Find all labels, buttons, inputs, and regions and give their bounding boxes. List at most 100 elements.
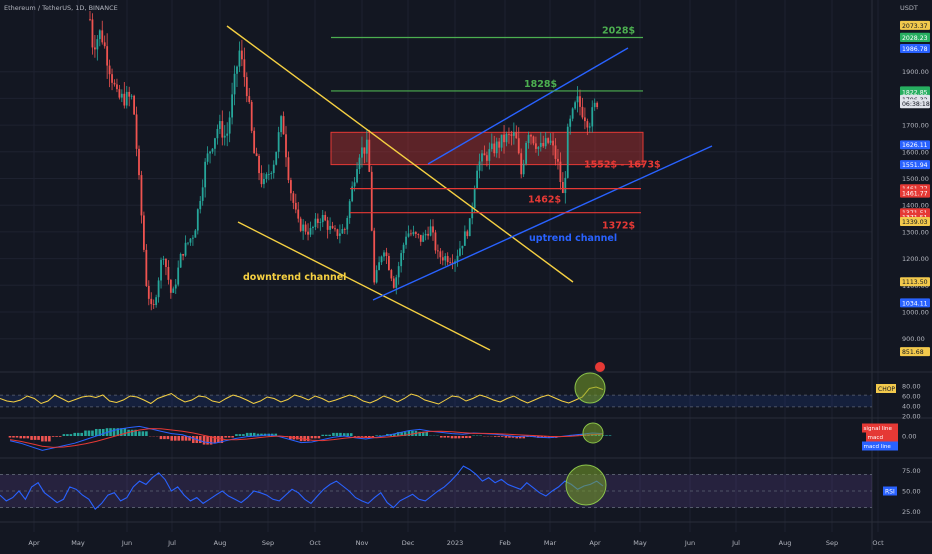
candle-body <box>363 147 366 154</box>
candle-body <box>108 65 111 75</box>
time-tick-label: Apr <box>28 539 40 547</box>
time-tick-label: Apr <box>589 539 601 547</box>
price-badge <box>900 216 930 226</box>
candle-body <box>419 234 422 242</box>
candle-body <box>172 288 175 293</box>
candle-body <box>106 46 109 66</box>
candle-body <box>209 151 211 154</box>
chop-line <box>0 386 604 405</box>
candle-body <box>486 155 488 161</box>
candle-body <box>358 157 361 170</box>
macd-badge-text: signal line <box>864 426 893 432</box>
candle-body <box>199 200 202 210</box>
candle-body <box>290 180 292 194</box>
candle-body <box>147 285 150 299</box>
candle-body <box>490 143 493 150</box>
candle-body <box>410 233 412 235</box>
price-badge-text: 1034.11 <box>902 300 928 307</box>
candle-body <box>270 172 273 175</box>
candle-body <box>138 148 140 176</box>
candle-body <box>258 155 260 174</box>
candle-body <box>192 237 194 239</box>
rsi-highlight <box>565 464 607 506</box>
candle-body <box>243 59 246 78</box>
candle-body <box>96 39 99 50</box>
candle-body <box>512 132 515 136</box>
price-badge-text: 1626.11 <box>902 142 928 149</box>
candle-body <box>569 118 572 127</box>
candle-body <box>429 226 432 236</box>
candle-body <box>505 134 508 143</box>
candle-body <box>329 225 331 230</box>
price-tick-label: 1000.00 <box>902 309 929 317</box>
level-2028-label: 2028$ <box>602 26 635 37</box>
candle-body <box>187 242 189 244</box>
rsi-tick-label: 75.00 <box>902 467 921 475</box>
candle-body <box>561 181 564 194</box>
candle-body <box>120 93 123 98</box>
candle-body <box>400 253 403 267</box>
candle-body <box>520 153 523 175</box>
level-zone-label: 1552$ - 1673$ <box>584 160 661 171</box>
candle-body <box>574 102 576 109</box>
candle-body <box>98 30 101 40</box>
time-tick-label: Aug <box>214 539 227 547</box>
price-unit: USDT <box>900 4 918 12</box>
price-badge <box>900 140 930 150</box>
chop-band <box>0 395 872 407</box>
price-tick-label: 1400.00 <box>902 202 929 210</box>
price-badge <box>900 277 930 287</box>
rsi-tick-label: 50.00 <box>902 488 921 496</box>
candle-body <box>216 128 219 139</box>
time-tick-label: Sep <box>826 539 838 547</box>
candle-body <box>211 148 214 152</box>
candle-body <box>356 169 358 183</box>
candle-body <box>503 134 505 143</box>
candle-body <box>554 145 557 159</box>
candle-body <box>312 226 314 229</box>
candle-body <box>128 91 131 97</box>
candle-body <box>343 229 346 230</box>
candle-body <box>522 163 525 175</box>
candle-body <box>444 256 447 261</box>
candle-body <box>130 95 133 97</box>
price-tick-label: 1600.00 <box>902 148 929 156</box>
candle-body <box>547 138 550 143</box>
candle-body <box>591 107 594 127</box>
candle-body <box>402 244 405 254</box>
candle-body <box>182 254 184 256</box>
price-badge <box>900 87 930 97</box>
candle-body <box>375 270 378 283</box>
candle-body <box>116 84 118 90</box>
candle-body <box>263 179 265 185</box>
time-tick-label: May <box>71 539 85 547</box>
macd-badge <box>862 441 898 451</box>
candle-body <box>466 231 469 237</box>
candle-body <box>218 121 221 129</box>
candle-body <box>155 297 158 305</box>
chop-tick-label: 20.00 <box>902 413 921 421</box>
candle-body <box>535 143 537 149</box>
candle-body <box>194 230 197 238</box>
price-tick-label: 1900.00 <box>902 68 929 76</box>
price-badge-text: 1822.85 <box>902 90 928 97</box>
candle-body <box>304 224 307 232</box>
time-tick-label: 2023 <box>447 539 464 547</box>
price-badge-text: 2073.37 <box>902 23 928 30</box>
candle-body <box>549 140 552 143</box>
candle-body <box>412 232 415 235</box>
time-tick-label: May <box>633 539 647 547</box>
candle-body <box>390 270 393 279</box>
price-badge-text: 1986.78 <box>902 46 928 53</box>
time-tick-label: Jul <box>167 539 176 547</box>
price-badge <box>900 20 930 30</box>
candle-body <box>515 132 518 139</box>
candle-body <box>184 242 187 256</box>
chop-tick-label: 80.00 <box>902 383 921 391</box>
candle-body <box>439 251 442 258</box>
candle-body <box>446 256 449 263</box>
candle-body <box>588 126 591 128</box>
candle-body <box>527 134 530 143</box>
candle-body <box>392 278 395 288</box>
